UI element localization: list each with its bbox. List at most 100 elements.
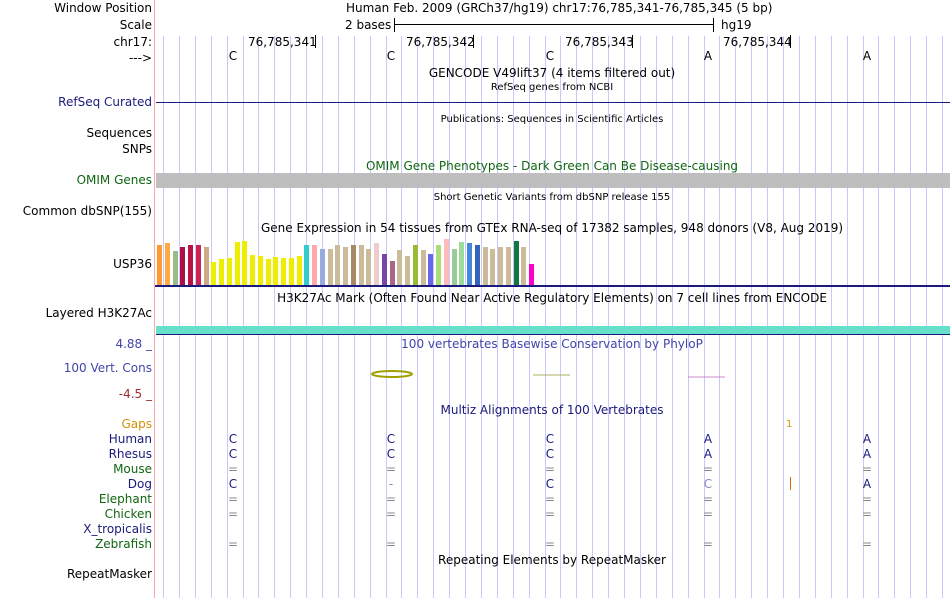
gtex-tissue-bar[interactable] <box>157 245 162 285</box>
gtex-tissue-bar[interactable] <box>529 264 534 285</box>
coordinate-label: 76,785,343 <box>565 35 634 49</box>
publications-track-title: Publications: Sequences in Scientific Ar… <box>440 114 664 125</box>
coordinate-tick <box>790 35 791 48</box>
repeatmasker-label[interactable]: RepeatMasker <box>66 567 152 581</box>
gaps-label[interactable]: Gaps <box>121 417 152 431</box>
refseq-feature-line[interactable] <box>156 102 950 103</box>
h3k27ac-signal[interactable] <box>156 326 950 335</box>
gtex-tissue-bar[interactable] <box>327 249 333 285</box>
coordinate-label: 76,785,344 <box>723 35 792 49</box>
guide-line <box>624 36 625 598</box>
gtex-tissue-bar[interactable] <box>312 245 317 285</box>
alignment-base: = <box>227 507 239 521</box>
gtex-tissue-bar[interactable] <box>436 245 441 285</box>
species-label[interactable]: Human <box>108 432 152 446</box>
gtex-tissue-bar[interactable] <box>188 245 193 285</box>
gtex-tissue-bar[interactable] <box>242 241 248 285</box>
alignment-base: = <box>861 537 873 551</box>
gtex-tissue-bar[interactable] <box>250 255 255 285</box>
alignment-base: C <box>545 447 555 461</box>
gtex-tissue-bar[interactable] <box>366 249 372 285</box>
gtex-tissue-bar[interactable] <box>180 247 186 285</box>
omim-label[interactable]: OMIM Genes <box>76 173 152 187</box>
omim-gene-bar[interactable] <box>156 173 950 188</box>
snps-label[interactable]: SNPs <box>122 142 152 156</box>
gtex-tissue-bar[interactable] <box>304 245 310 285</box>
guide-line <box>576 36 577 598</box>
gtex-tissue-bar[interactable] <box>513 241 519 285</box>
gtex-tissue-bar[interactable] <box>443 239 449 285</box>
h3k27ac-label[interactable]: Layered H3K27Ac <box>45 306 152 320</box>
gtex-tissue-bar[interactable] <box>420 250 426 285</box>
gtex-tissue-bar[interactable] <box>397 250 403 285</box>
gencode-track-title[interactable]: GENCODE V49lift37 (4 items filtered out) <box>428 66 676 80</box>
gtex-tissue-bar[interactable] <box>521 247 527 285</box>
gtex-tissue-bar[interactable] <box>288 258 294 285</box>
gtex-tissue-bar[interactable] <box>195 245 201 285</box>
species-label[interactable]: Chicken <box>104 507 152 521</box>
gtex-tissue-bar[interactable] <box>257 256 263 285</box>
gtex-tissue-bar[interactable] <box>273 257 279 285</box>
guide-line <box>290 36 291 598</box>
dbsnp-label[interactable]: Common dbSNP(155) <box>22 204 152 218</box>
window-position-value[interactable]: Human Feb. 2009 (GRCh37/hg19) chr17:76,7… <box>346 1 773 15</box>
gtex-tissue-bar[interactable] <box>203 247 209 285</box>
gtex-tissue-bar[interactable] <box>211 262 217 285</box>
species-label[interactable]: Mouse <box>113 462 152 476</box>
alignment-base: = <box>227 462 239 476</box>
guide-line <box>465 36 466 598</box>
gtex-tissue-bar[interactable] <box>335 245 341 285</box>
gtex-tissue-bar[interactable] <box>234 242 240 285</box>
gtex-tissue-bar[interactable] <box>219 259 224 285</box>
gtex-tissue-bar[interactable] <box>296 256 302 285</box>
phylop-signal[interactable] <box>155 364 950 384</box>
gtex-tissue-bar[interactable] <box>498 247 503 285</box>
species-label[interactable]: Rhesus <box>108 447 152 461</box>
alignment-base: = <box>385 492 397 506</box>
guide-line <box>878 36 879 598</box>
gtex-tissue-bar[interactable] <box>467 243 472 285</box>
guide-line <box>735 36 736 598</box>
gtex-tissue-bar[interactable] <box>505 247 511 285</box>
gtex-tissue-bar[interactable] <box>459 242 465 285</box>
alignment-base: C <box>386 432 396 446</box>
guide-line <box>910 36 911 598</box>
alignment-base: C <box>703 477 713 491</box>
gtex-tissue-bar[interactable] <box>381 254 387 285</box>
alignment-base: - <box>388 477 394 491</box>
sequences-label[interactable]: Sequences <box>86 126 152 140</box>
gtex-tissue-bar[interactable] <box>374 243 379 285</box>
gtex-tissue-bar[interactable] <box>281 258 286 285</box>
gtex-tissue-bar[interactable] <box>350 245 356 285</box>
gtex-tissue-bar[interactable] <box>226 258 232 285</box>
gtex-tissue-bar[interactable] <box>428 254 434 285</box>
gtex-tissue-bar[interactable] <box>172 251 178 285</box>
guide-line <box>719 36 720 598</box>
species-label[interactable]: Elephant <box>98 492 152 506</box>
multiz-track-title: Multiz Alignments of 100 Vertebrates <box>440 403 664 417</box>
species-label[interactable]: Zebrafish <box>95 537 152 551</box>
refseq-track-subtitle: RefSeq genes from NCBI <box>490 82 614 93</box>
phylop-label[interactable]: 100 Vert. Cons <box>63 361 152 375</box>
gtex-tissue-bar[interactable] <box>389 261 395 285</box>
gtex-tissue-bar[interactable] <box>358 245 364 285</box>
gtex-tissue-bar[interactable] <box>319 249 325 285</box>
gtex-tissue-bar[interactable] <box>482 247 488 285</box>
guide-line <box>195 36 196 598</box>
gtex-expression-chart[interactable] <box>155 237 950 287</box>
species-label[interactable]: Dog <box>127 477 152 491</box>
refseq-label[interactable]: RefSeq Curated <box>58 95 152 109</box>
gtex-tissue-bar[interactable] <box>405 256 410 285</box>
gtex-tissue-bar[interactable] <box>474 245 480 285</box>
gtex-gene-label[interactable]: USP36 <box>113 257 152 271</box>
gtex-tissue-bar[interactable] <box>412 245 418 285</box>
gtex-tissue-bar[interactable] <box>490 249 496 285</box>
gtex-tissue-bar[interactable] <box>265 259 271 285</box>
alignment-base: = <box>544 507 556 521</box>
gtex-tissue-bar[interactable] <box>343 247 348 285</box>
gtex-tissue-bar[interactable] <box>451 249 457 285</box>
species-label[interactable]: X_tropicalis <box>83 522 152 536</box>
gtex-tissue-bar[interactable] <box>164 243 170 285</box>
guide-line <box>306 36 307 598</box>
coordinate-label: 76,785,342 <box>406 35 475 49</box>
